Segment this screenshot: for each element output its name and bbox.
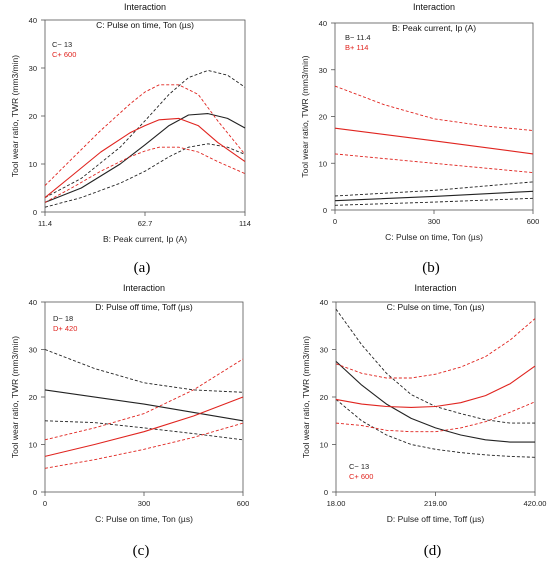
legend-entry: D− 18 — [53, 314, 73, 323]
x-axis-label: D: Pulse off time, Toff (µs) — [387, 514, 485, 524]
series-line-2-ci — [44, 143, 246, 208]
series-line-5-ci — [44, 146, 246, 203]
y-axis-label: Tool wear ratio, TWR (mm3/min) — [10, 55, 20, 177]
chart-panel-1: Interaction C: Pulse on time, Ton (µs) 0 10… — [10, 2, 251, 276]
panel-letter: (a) — [134, 260, 151, 276]
y-tick-label: 10 — [320, 441, 328, 450]
chart-panel-4: Interaction C: Pulse on time, Ton (µs) 0 10… — [301, 283, 546, 559]
legend-entry: D+ 420 — [53, 324, 77, 333]
panel-letter: (d) — [424, 543, 442, 559]
y-tick-label: 10 — [29, 441, 37, 450]
y-tick-label: 40 — [29, 16, 37, 25]
y-tick-label: 20 — [29, 393, 37, 402]
series-line-3-ci — [44, 420, 244, 441]
chart-title: Interaction — [124, 2, 166, 12]
legend-entry: C− 13 — [52, 40, 72, 49]
series-line-1-fit — [44, 113, 246, 203]
y-tick-label: 0 — [324, 488, 328, 497]
x-axis-label: C: Pulse on time, Ton (µs) — [95, 514, 193, 524]
chart-subtitle: C: Pulse on time, Ton (µs) — [387, 302, 485, 312]
panel-letter: (b) — [422, 260, 440, 276]
y-tick-label: 30 — [29, 64, 37, 73]
x-tick-label: 0 — [333, 217, 337, 226]
chart-subtitle: C: Pulse on time, Ton (µs) — [96, 20, 194, 30]
x-tick-label: 420.00 — [524, 499, 547, 508]
panel-letter: (c) — [133, 543, 150, 559]
y-tick-label: 30 — [319, 66, 327, 75]
x-tick-label: 0 — [43, 499, 47, 508]
chart-title: Interaction — [413, 2, 455, 12]
chart-subtitle: B: Peak current, Ip (A) — [392, 23, 476, 33]
x-tick-label: 18.00 — [327, 499, 346, 508]
chart-panel-2: Interaction B: Peak current, Ip (A) 0 10 20 3… — [300, 2, 539, 276]
series-line-1-fit — [44, 389, 244, 422]
x-tick-label: 600 — [237, 499, 250, 508]
y-tick-label: 30 — [29, 346, 37, 355]
chart-panel-3: Interaction D: Pulse off time, Toff (µs) 0… — [10, 283, 249, 559]
series-line-1-fit — [335, 360, 535, 443]
series-line-6-ci — [335, 401, 536, 433]
series-line-2-ci — [44, 349, 244, 393]
legend-entry: C− 13 — [349, 462, 369, 471]
series-line-3-ci — [44, 69, 246, 198]
series-line-5-ci — [335, 318, 536, 379]
x-tick-label: 600 — [527, 217, 540, 226]
series-line-5-ci — [334, 153, 534, 174]
x-tick-label: 300 — [428, 217, 441, 226]
y-tick-label: 0 — [33, 488, 37, 497]
legend-entry: B− 11.4 — [345, 33, 371, 42]
series-line-3-ci — [334, 181, 534, 197]
series-line-5-ci — [44, 422, 244, 469]
y-tick-label: 10 — [319, 159, 327, 168]
x-tick-label: 11.4 — [38, 219, 52, 228]
series-line-4-fit — [44, 117, 246, 199]
x-tick-label: 219.00 — [424, 499, 447, 508]
series-line-1-fit — [334, 190, 534, 202]
chart-subtitle: D: Pulse off time, Toff (µs) — [95, 302, 193, 312]
chart-title: Interaction — [414, 283, 456, 293]
legend-entry: B+ 114 — [345, 43, 368, 52]
legend-entry: C+ 600 — [349, 472, 373, 481]
y-axis-label: Tool wear ratio, TWR (mm3/min) — [301, 336, 311, 458]
plot-frame — [44, 19, 246, 213]
x-tick-label: 300 — [138, 499, 151, 508]
y-axis-label: Tool wear ratio, TWR (mm3/min) — [300, 55, 310, 177]
y-tick-label: 20 — [29, 112, 37, 121]
y-tick-label: 0 — [33, 208, 37, 217]
y-tick-label: 30 — [320, 346, 328, 355]
y-axis-label: Tool wear ratio, TWR (mm3/min) — [10, 336, 20, 458]
legend-entry: C+ 600 — [52, 50, 76, 59]
chart-title: Interaction — [123, 283, 165, 293]
y-tick-label: 20 — [320, 393, 328, 402]
series-line-6-ci — [44, 358, 244, 441]
series-line-6-ci — [44, 84, 246, 186]
x-axis-label: B: Peak current, Ip (A) — [103, 234, 187, 244]
series-line-4-fit — [44, 396, 244, 457]
series-line-3-ci — [335, 399, 536, 458]
y-tick-label: 40 — [320, 298, 328, 307]
series-line-6-ci — [334, 85, 534, 131]
y-tick-label: 20 — [319, 113, 327, 122]
y-tick-label: 40 — [319, 19, 327, 28]
y-tick-label: 0 — [323, 206, 327, 215]
x-tick-label: 62.7 — [138, 219, 153, 228]
y-tick-label: 40 — [29, 298, 37, 307]
series-line-4-fit — [334, 127, 534, 155]
series-line-4-fit — [335, 365, 536, 408]
x-axis-label: C: Pulse on time, Ton (µs) — [385, 232, 483, 242]
x-tick-label: 114 — [239, 219, 251, 228]
series-line-2-ci — [334, 197, 534, 206]
y-tick-label: 10 — [29, 160, 37, 169]
